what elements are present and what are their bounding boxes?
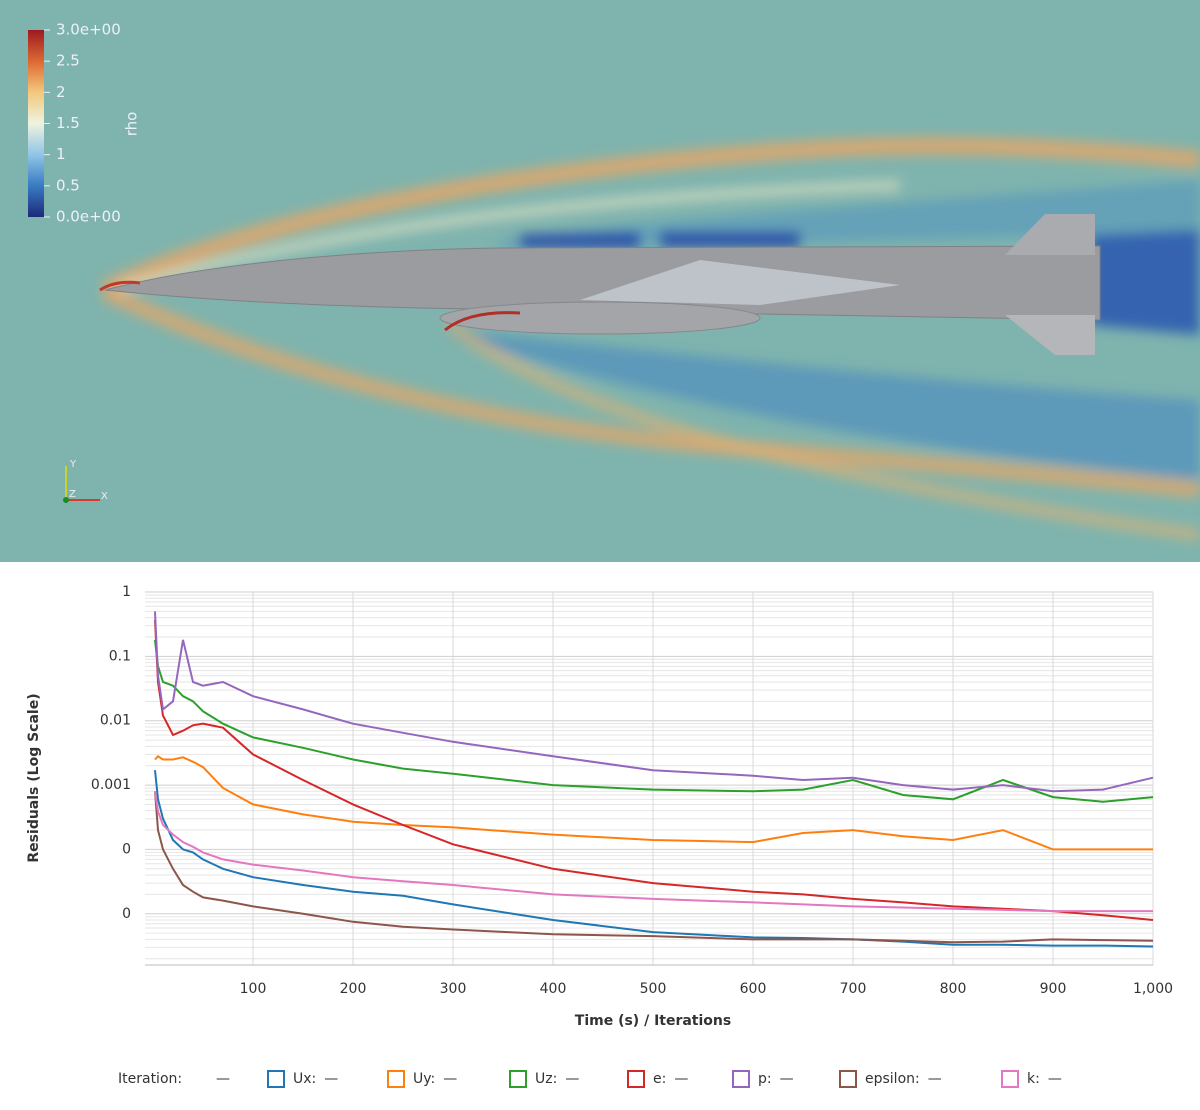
legend-value: — [928,1071,942,1087]
x-tick-label: 900 [1040,981,1067,997]
intake [439,301,761,335]
legend-label: k: [1027,1071,1040,1087]
legend-swatch [627,1070,645,1088]
legend-swatch [732,1070,750,1088]
residual-chart: Residuals (Log Scale) Time (s) / Iterati… [26,584,1173,1088]
legend-value: — [565,1071,579,1087]
legend-value: — [674,1071,688,1087]
legend-label: Iteration: [118,1071,182,1087]
x-tick-label: 700 [840,981,867,997]
colorbar: rho 3.0e+00 2.5 2 1.5 1 0.5 0.0e+00 [28,21,141,226]
orientation-axes: Y Z X [63,459,108,503]
colorbar-tick-label: 3.0e+00 [56,21,121,39]
x-tick-label: 500 [640,981,667,997]
axis-z-label: Z [69,489,76,500]
legend-swatch [839,1070,857,1088]
nose-shock [99,280,141,292]
x-tick-label: 200 [340,981,367,997]
x-tick-label: 300 [440,981,467,997]
legend-value: — [443,1071,457,1087]
legend-value: — [1048,1071,1062,1087]
legend-swatch [1001,1070,1019,1088]
y-tick-label: 0 [122,841,131,857]
colorbar-gradient [28,30,44,217]
legend-value: — [324,1071,338,1087]
legend-swatch [509,1070,527,1088]
colorbar-label: rho [123,112,141,137]
colorbar-tick-label: 2 [56,83,66,101]
y-tick-label: 0.01 [100,713,131,729]
series-line [154,611,1154,793]
cowl-shock [444,311,521,332]
x-tick-label: 400 [540,981,567,997]
legend-value: — [216,1071,230,1087]
colorbar-tick-label: 1 [56,145,66,163]
colorbar-tick-label: 0.0e+00 [56,208,121,226]
cfd-view: rho 3.0e+00 2.5 2 1.5 1 0.5 0.0e+00 Y Z X [0,0,1200,562]
legend-label: Ux: [293,1071,316,1087]
colorbar-tick-label: 1.5 [56,114,80,132]
y-tick-label: 0.001 [91,777,131,793]
legend-swatch [387,1070,405,1088]
legend-swatch [267,1070,285,1088]
series-line [154,791,1153,913]
axis-y-label: Y [69,459,77,470]
legend-label: Uz: [535,1071,557,1087]
colorbar-tick-label: 0.5 [56,176,80,194]
vehicle-body [104,245,1101,321]
colorbar-tick-label: 2.5 [56,52,80,70]
legend-label: Uy: [413,1071,435,1087]
y-tick-label: 1 [122,584,131,600]
series-line [154,755,1153,851]
y-tick-label: 0.1 [109,648,131,664]
y-axis-label: Residuals (Log Scale) [26,693,42,862]
x-tick-label: 1,000 [1133,981,1173,997]
series-line [154,770,1154,948]
y-tick-label: 0 [122,906,131,922]
legend-value: — [780,1071,794,1087]
legend-label: e: [653,1071,666,1087]
shock-reflection [580,260,900,305]
fin-top [1005,214,1095,255]
x-tick-label: 800 [940,981,967,997]
series-line [154,639,1154,803]
x-axis-label: Time (s) / Iterations [575,1013,731,1029]
series-line [154,791,1154,944]
axis-z [63,497,69,503]
legend-label: epsilon: [865,1071,920,1087]
legend-label: p: [758,1071,772,1087]
axis-x-label: X [101,491,108,502]
series-line [154,619,1154,921]
fin-bottom [1005,315,1095,355]
x-tick-label: 600 [740,981,767,997]
flow-field [101,136,1200,541]
x-tick-label: 100 [240,981,267,997]
